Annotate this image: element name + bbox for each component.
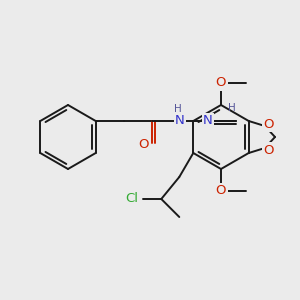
Text: O: O — [264, 118, 274, 130]
Text: O: O — [216, 76, 226, 89]
Text: O: O — [264, 143, 274, 157]
Text: O: O — [139, 139, 149, 152]
Text: H: H — [174, 104, 182, 114]
Text: Cl: Cl — [125, 193, 138, 206]
Text: N: N — [175, 115, 184, 128]
Text: H: H — [228, 103, 236, 113]
Text: O: O — [216, 184, 226, 197]
Text: N: N — [203, 115, 213, 128]
